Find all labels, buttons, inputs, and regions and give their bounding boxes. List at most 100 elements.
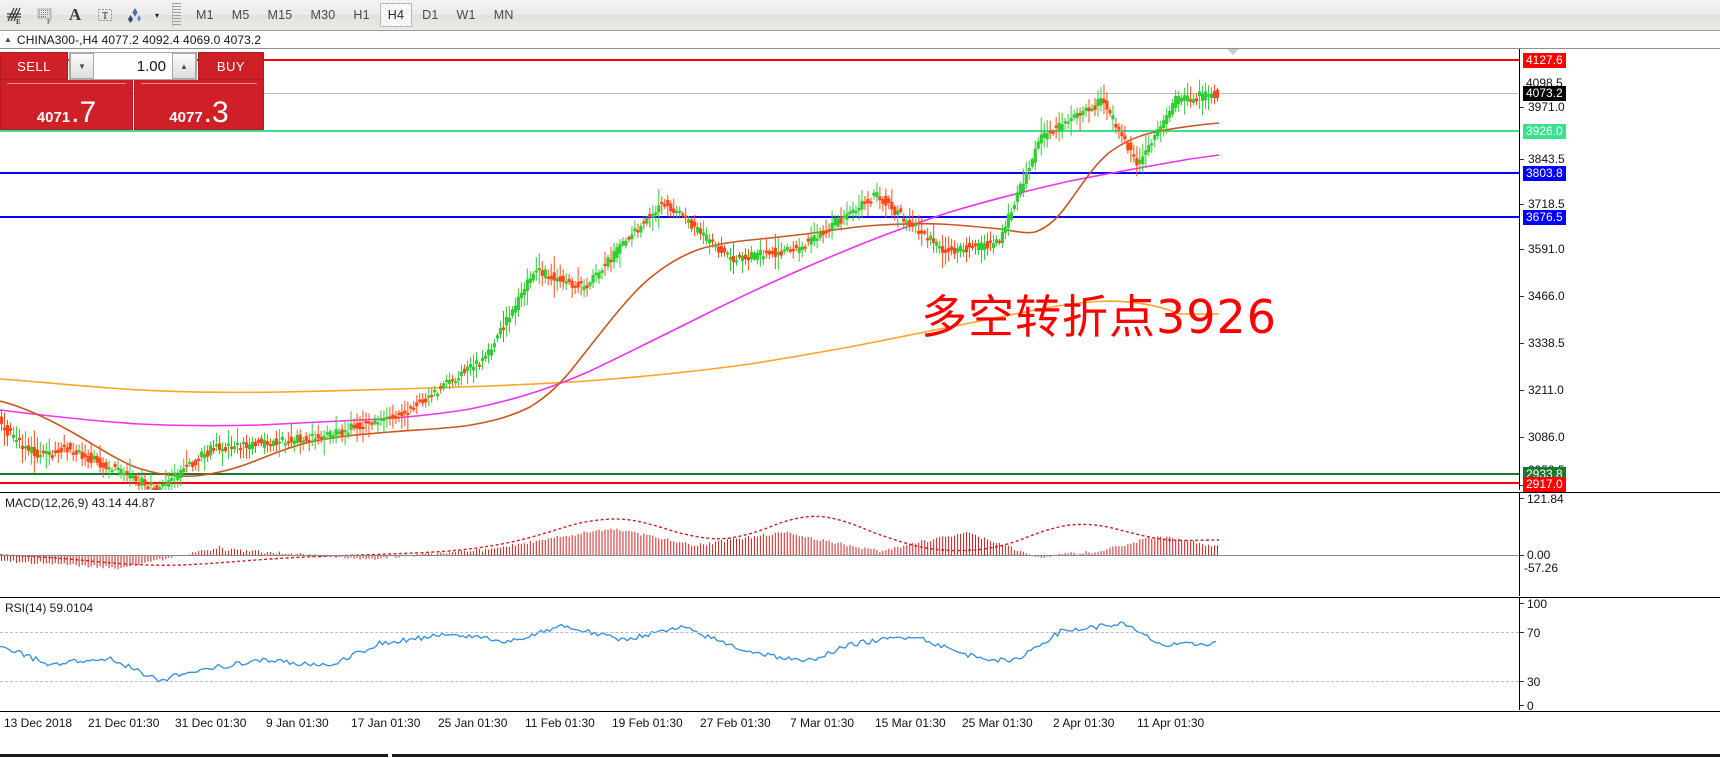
rsi-overbought-line — [0, 632, 1519, 633]
time-label-11: 25 Mar 01:30 — [962, 716, 1033, 730]
rsi-tick-70: 70 — [1527, 626, 1541, 640]
time-label-8: 27 Feb 01:30 — [700, 716, 771, 730]
macd-zero-line — [0, 555, 1519, 556]
time-label-12: 2 Apr 01:30 — [1053, 716, 1115, 730]
volume-stepper[interactable]: ▼ 1.00 ▲ — [69, 52, 197, 80]
scrollbar-thumb-right[interactable] — [392, 754, 1720, 757]
rsi-tick-30: 30 — [1527, 675, 1541, 689]
sell-button[interactable]: SELL — [0, 52, 68, 80]
price-tick-3971_0: 3971.0 — [1528, 100, 1565, 114]
timeframe-w1[interactable]: W1 — [456, 8, 476, 22]
templates-icon[interactable]: F — [30, 1, 60, 29]
price-tick-3338_5: 3338.5 — [1528, 336, 1565, 350]
sell-price-divider — [7, 83, 126, 84]
macd-signal-path — [0, 515, 1220, 566]
buy-price-button[interactable]: 4077 .3 — [134, 80, 264, 130]
chart-zone: 4127.6 4098.5 4073.2 3971.0 3926.0 3843.… — [0, 49, 1720, 758]
objects-icon[interactable] — [120, 1, 150, 29]
horizontal-scrollbar[interactable] — [0, 754, 1720, 758]
symbol-ohlc-text: CHINA300-,H4 4077.2 4092.4 4069.0 4073.2 — [16, 32, 262, 47]
price-tick-3086_0: 3086.0 — [1528, 430, 1565, 444]
price-tick-4073_2: 4073.2 — [1523, 86, 1566, 101]
price-tick-3466_0: 3466.0 — [1528, 289, 1565, 303]
level-line-3676_5 — [0, 216, 1519, 218]
candlestick-layer — [0, 79, 1220, 490]
price-tick-mark-3338 — [1520, 343, 1524, 344]
time-label-9: 7 Mar 01:30 — [790, 716, 855, 730]
price-tick-mark-3843 — [1520, 159, 1524, 160]
buy-price-divider — [141, 83, 257, 84]
timeframe-d1[interactable]: D1 — [422, 8, 439, 22]
volume-input[interactable]: 1.00 — [94, 53, 172, 79]
timeframe-h4[interactable]: H4 — [379, 3, 413, 27]
timeframe-h1[interactable]: H1 — [353, 8, 370, 22]
rsi-tick-mark-70 — [1520, 632, 1524, 633]
macd-tick-mark-zero — [1520, 555, 1524, 556]
level-line-3926_0 — [0, 130, 1519, 132]
chart-scroll-marker-icon[interactable] — [1224, 49, 1242, 55]
rsi-tick-100: 100 — [1527, 597, 1548, 611]
price-axis-separator — [1519, 49, 1520, 490]
buy-price-decimal: .3 — [203, 96, 229, 130]
macd-series-svg — [0, 515, 1220, 570]
timeframe-m30[interactable]: M30 — [310, 8, 336, 22]
objects-dropdown-caret-icon[interactable]: ▾ — [154, 10, 159, 20]
price-tick-mark-3466 — [1520, 296, 1524, 297]
time-label-6: 11 Feb 01:30 — [525, 716, 595, 730]
text-label-icon[interactable]: T — [90, 1, 120, 29]
time-label-2: 31 Dec 01:30 — [175, 716, 247, 730]
time-label-13: 11 Apr 01:30 — [1137, 716, 1205, 730]
price-tick-3211_0: 3211.0 — [1528, 383, 1564, 397]
rsi-pane-canvas[interactable] — [0, 598, 1720, 710]
rsi-series-svg — [0, 621, 1217, 683]
price-tick-mark-3718 — [1520, 204, 1524, 205]
rsi-tick-0: 0 — [1527, 699, 1534, 713]
price-tick-mark-3211 — [1520, 390, 1524, 391]
rsi-pane[interactable]: RSI(14) 59.0104 100 70 30 0 — [0, 597, 1720, 713]
price-pane-canvas[interactable] — [0, 49, 1720, 490]
price-tick-2917_0: 2917.0 — [1523, 477, 1566, 492]
rsi-tick-mark-100 — [1520, 603, 1524, 604]
timeframe-m5[interactable]: M5 — [231, 8, 250, 22]
timeframe-m1[interactable]: M1 — [196, 8, 214, 22]
rsi-tick-mark-0 — [1520, 705, 1524, 706]
timeframe-mn[interactable]: MN — [493, 8, 514, 22]
buy-button[interactable]: BUY — [198, 52, 264, 80]
chart-annotation-text: 多空转折点3926 — [921, 290, 1278, 344]
price-tick-3803_8: 3803.8 — [1523, 166, 1566, 181]
sell-price-button[interactable]: 4071 .7 — [0, 80, 133, 130]
price-series-svg — [0, 122, 1220, 477]
price-tick-mark-3591 — [1520, 249, 1524, 250]
order-panel-controls: SELL ▼ 1.00 ▲ BUY — [0, 52, 264, 80]
time-label-4: 17 Jan 01:30 — [351, 716, 421, 730]
indicators-icon[interactable]: E — [0, 1, 30, 29]
volume-decrease-button[interactable]: ▼ — [70, 53, 94, 79]
macd-axis-separator — [1519, 493, 1520, 596]
price-tick-mark-2958 — [1520, 485, 1524, 486]
level-line-4073_2 — [0, 93, 1519, 94]
scrollbar-thumb-left[interactable] — [0, 754, 388, 757]
price-tick-4127_6: 4127.6 — [1523, 53, 1566, 68]
macd-pane-canvas[interactable] — [0, 493, 1720, 596]
level-line-3803_8 — [0, 172, 1519, 174]
text-tool-icon[interactable]: A — [68, 5, 82, 24]
ma-mid-path — [0, 154, 1220, 427]
price-pane[interactable]: 4127.6 4098.5 4073.2 3971.0 3926.0 3843.… — [0, 49, 1720, 492]
collapse-triangle-icon[interactable]: ▲ — [4, 35, 12, 44]
rsi-line-path — [0, 621, 1217, 683]
time-label-7: 19 Feb 01:30 — [612, 716, 683, 730]
macd-pane-title: MACD(12,26,9) 43.14 44.87 — [5, 496, 156, 510]
macd-pane[interactable]: MACD(12,26,9) 43.14 44.87 121.84 0.00 -5… — [0, 492, 1720, 596]
time-label-3: 9 Jan 01:30 — [266, 716, 329, 730]
rsi-oversold-line — [0, 681, 1519, 682]
toolbar-grip-handle[interactable] — [172, 3, 181, 27]
main-toolbar: E F — [0, 0, 1720, 31]
timeframe-m15[interactable]: M15 — [267, 8, 293, 22]
one-click-trading-panel[interactable]: SELL ▼ 1.00 ▲ BUY 4071 .7 4077 .3 — [0, 52, 264, 130]
ma-fast-path — [0, 122, 1220, 477]
ma-slow-path — [0, 300, 1219, 394]
volume-increase-button[interactable]: ▲ — [172, 53, 196, 79]
time-axis[interactable]: 13 Dec 2018 21 Dec 01:30 31 Dec 01:30 9 … — [0, 711, 1720, 735]
price-tick-3676_5: 3676.5 — [1523, 210, 1566, 225]
